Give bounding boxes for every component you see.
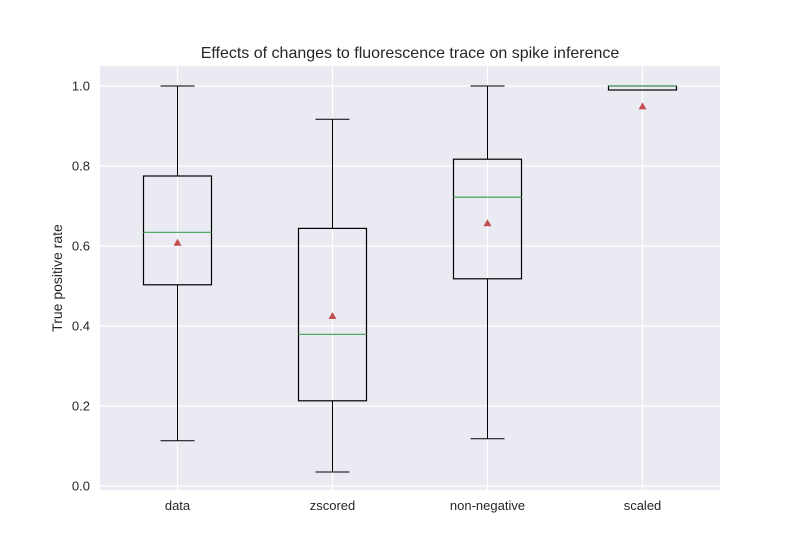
mean-marker <box>328 312 337 319</box>
box-scaled <box>607 85 678 110</box>
box-series <box>142 85 678 473</box>
mean-marker <box>483 219 492 227</box>
box-data <box>142 85 213 442</box>
iqr-box <box>297 227 368 402</box>
y-tick-label: 0.4 <box>72 319 90 334</box>
y-axis-label: True positive rate <box>49 224 65 332</box>
iqr-box <box>452 158 523 280</box>
x-tick-label: data <box>165 498 191 513</box>
y-tick-label: 1.0 <box>72 79 90 94</box>
box-non-negative <box>452 85 523 440</box>
chart-title: Effects of changes to fluorescence trace… <box>201 45 620 62</box>
y-tick-label: 0.6 <box>72 239 90 254</box>
plot-area <box>100 66 720 490</box>
iqr-box <box>142 175 213 286</box>
y-tick-label: 0.8 <box>72 159 90 174</box>
x-tick-label: scaled <box>624 498 662 513</box>
x-tick-label: non-negative <box>450 498 525 513</box>
tick-labels: 0.0 0.2 0.4 0.6 0.8 1.0 data zscored non-negativ… <box>72 79 661 514</box>
mean-marker <box>173 238 182 246</box>
y-tick-label: 0.0 <box>72 479 90 494</box>
box-zscored <box>297 118 368 473</box>
x-tick-label: zscored <box>310 498 356 513</box>
y-tick-label: 0.2 <box>72 399 90 414</box>
grid-lines <box>100 66 720 490</box>
mean-marker <box>638 102 647 110</box>
